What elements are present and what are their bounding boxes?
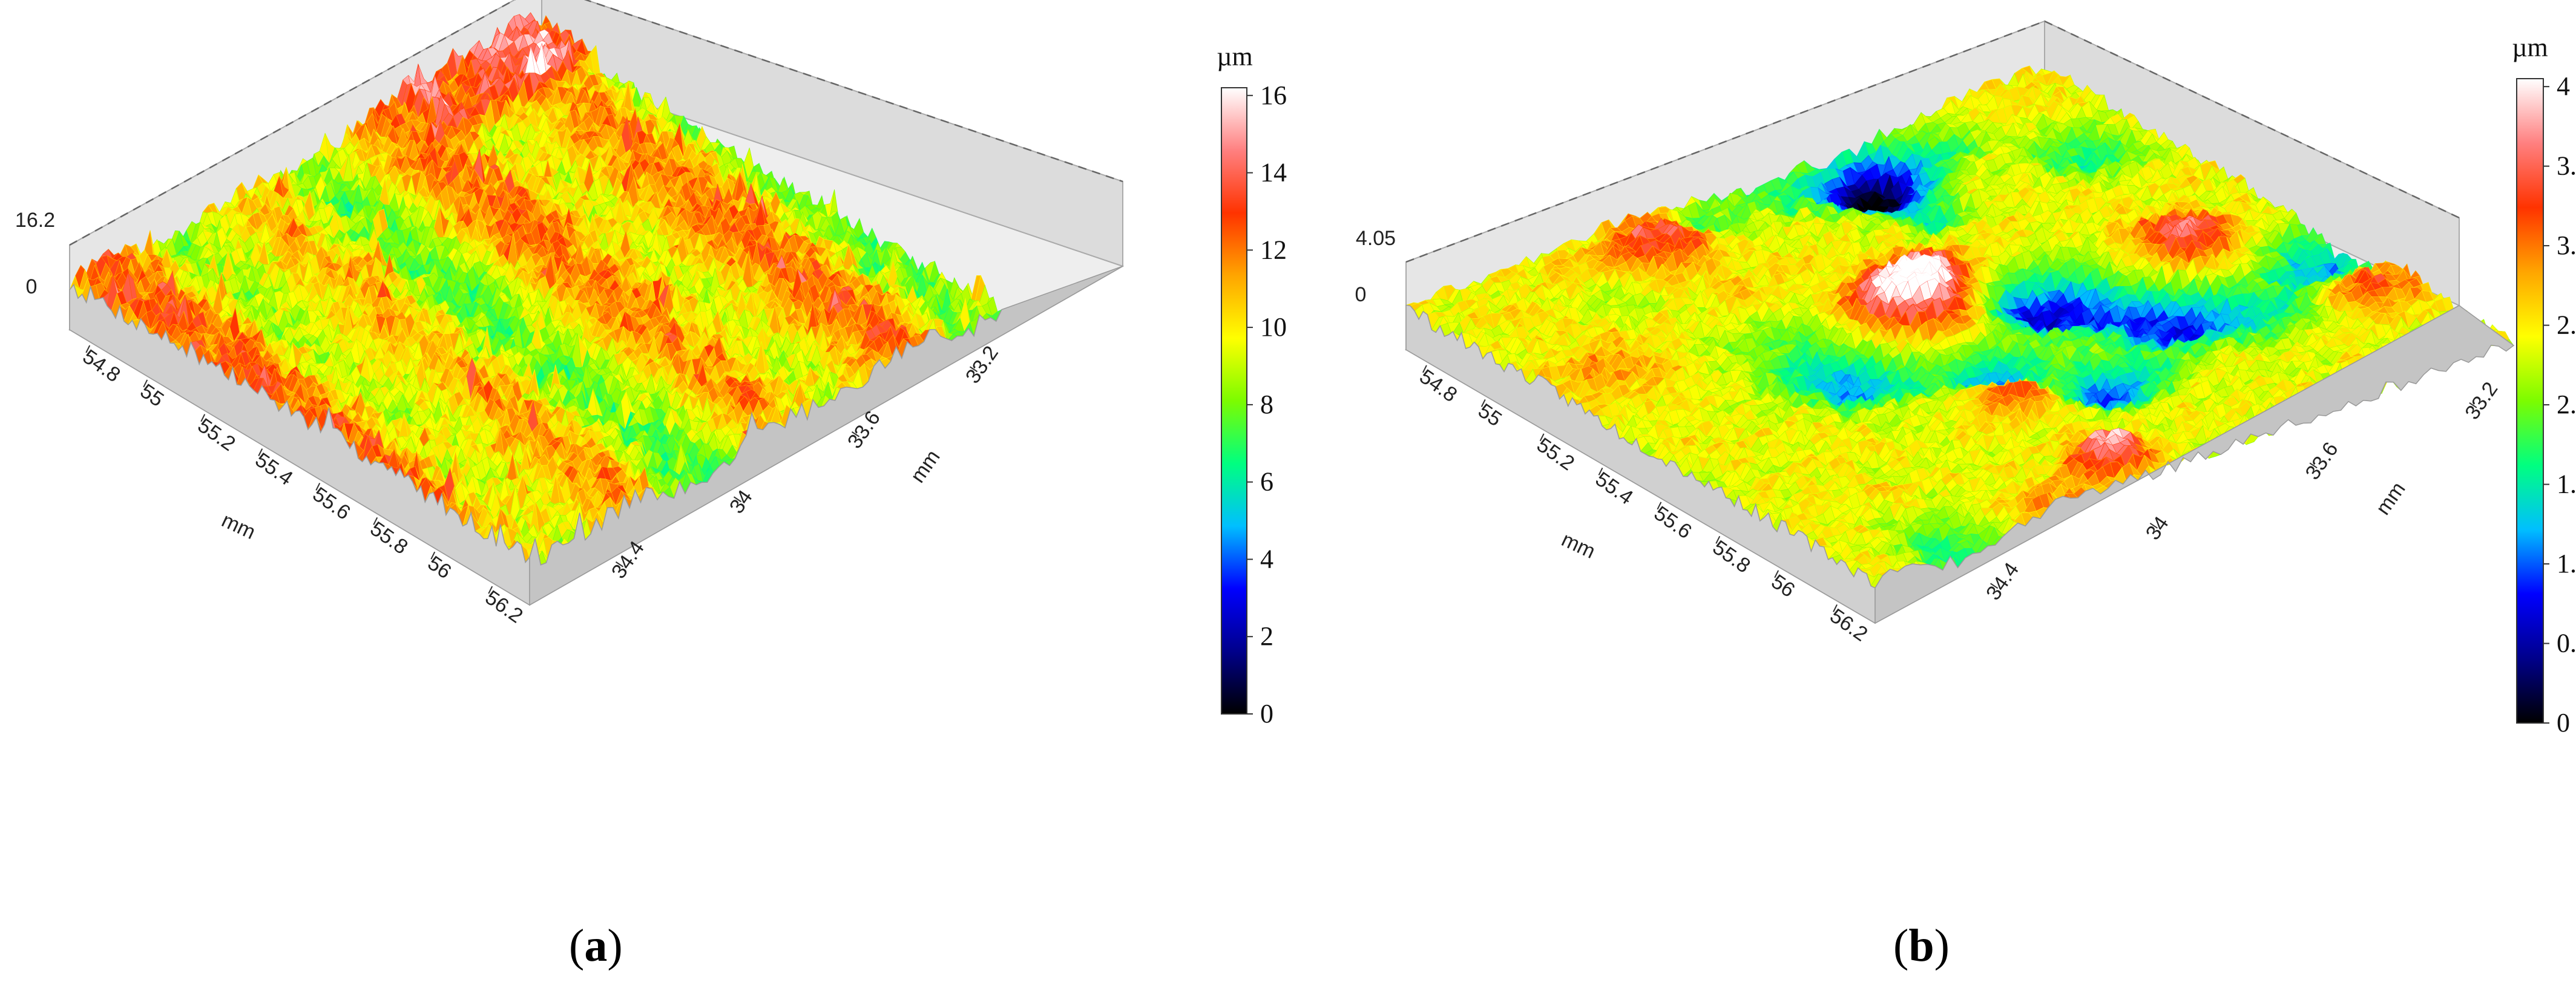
surface-plot-b: 54.85555.255.455.655.85656.2mm33.233.634… (1355, 20, 2576, 738)
z-tick-label-max: 16.2 (15, 209, 55, 232)
y-axis-label: mm (906, 446, 945, 487)
colorbar-tick-label: 1.5 (2557, 469, 2576, 499)
colorbar-tick-label: 2.5 (2557, 310, 2576, 340)
y-tick-label: 33.2 (2460, 378, 2502, 424)
colorbar-gradient (1221, 87, 1247, 715)
colorbar-tick-label: 10 (1260, 312, 1287, 342)
colorbar-tick-label: 3.0 (2557, 231, 2576, 260)
colorbar-tick-label: 2 (1260, 621, 1273, 651)
z-tick-label-max: 4.05 (1356, 227, 1396, 250)
colorbar-unit: µm (2512, 33, 2548, 62)
colorbar-tick-label: 0 (1260, 699, 1273, 728)
surface-plot-a: 54.85555.255.455.655.85656.2mm33.233.634… (15, 0, 1287, 728)
panel-b: 54.8 55 55.2 55.4 55.6 55.8 56 56.2 mm 33.2 33.6 34… (1288, 0, 2576, 988)
colorbar-tick-label: 14 (1260, 158, 1287, 188)
panel-label-a: (a) (569, 920, 623, 971)
x-axis-label: mm (218, 509, 258, 544)
z-tick-label-min: 0 (26, 275, 38, 298)
surface-a (69, 12, 1002, 566)
panel-label-b: (b) (1893, 920, 1950, 971)
colorbar-tick-label: 12 (1260, 235, 1287, 264)
front-wall-a (69, 266, 1123, 606)
y-tick-label: 34 (2141, 512, 2174, 545)
x-axis-label: mm (1558, 528, 1598, 563)
y-tick-label: 33.6 (2301, 438, 2343, 484)
surface-b (1405, 65, 2514, 589)
colorbar-b: 0 0.5 1.0 1.5 2.0 2.5 3.0 3.5 4 µm (2512, 33, 2576, 738)
colorbar-tick-label: 0 (2557, 708, 2570, 738)
z-tick-label-min: 0 (1355, 283, 1367, 306)
front-wall-b (1405, 304, 2515, 624)
colorbar-gradient (2516, 78, 2544, 724)
y-tick-label: 34.4 (1982, 558, 2023, 604)
colorbar-tick-label: 2.0 (2557, 390, 2576, 419)
colorbar-unit: µm (1217, 42, 1253, 71)
colorbar-tick-label: 16 (1260, 80, 1287, 110)
y-axis-label: mm (2371, 478, 2410, 519)
colorbar-tick-label: 1.0 (2557, 549, 2576, 578)
colorbar-tick-label: 4 (2557, 71, 2570, 101)
colorbar-tick-label: 8 (1260, 390, 1273, 419)
colorbar-tick-label: 6 (1260, 467, 1273, 497)
colorbar-tick-label: 4 (1260, 544, 1273, 574)
panel-a: 54.8 55 55.2 55.4 55.6 55.8 56 56.2 mm 33.2 33.6 34… (15, 0, 1287, 971)
colorbar-tick-label: 0.5 (2557, 629, 2576, 658)
colorbar-tick-label: 3.5 (2557, 151, 2576, 181)
